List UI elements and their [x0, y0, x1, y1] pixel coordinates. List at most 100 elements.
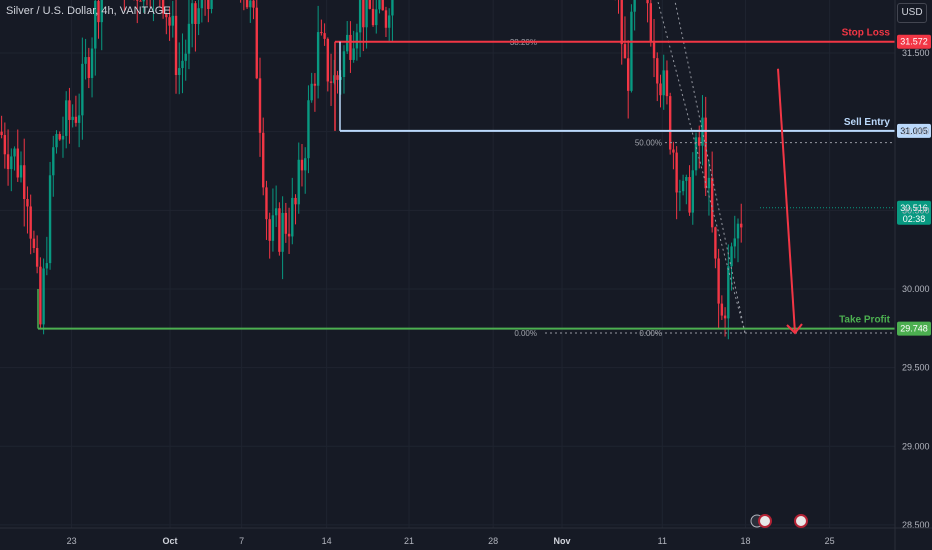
candle-body: [704, 117, 707, 189]
candle-body: [656, 58, 659, 84]
us-flag-icon[interactable]: [794, 514, 808, 528]
candle-body: [262, 132, 265, 188]
candle-body: [265, 187, 268, 220]
candle-body: [368, 0, 372, 9]
x-tick-label: 25: [825, 536, 835, 546]
candle-body: [181, 60, 184, 69]
candle-body: [55, 134, 58, 148]
candle-body: [16, 148, 19, 178]
candle-body: [68, 100, 71, 120]
candle-body: [65, 100, 68, 136]
candle-body: [336, 75, 339, 80]
candle-body: [681, 180, 685, 192]
candle-body: [329, 81, 333, 83]
candle-body: [26, 199, 29, 207]
fib-trend-line: [657, 0, 746, 334]
candle-body: [87, 57, 91, 78]
candle-body: [84, 57, 87, 64]
y-tick-label: 30.500: [902, 205, 930, 215]
candle-body: [316, 32, 320, 86]
chart-drawings: 100.00%38.20%0.00%100.00%50.00%0.00%Stop…: [37, 0, 931, 338]
candle-body: [171, 15, 174, 26]
candle-body: [659, 83, 662, 96]
candle-body: [268, 219, 271, 241]
chart-title: Silver / U.S. Dollar, 4h, VANTAGE: [6, 5, 171, 17]
candle-body: [346, 34, 349, 52]
price-tag-label: 31.572: [900, 37, 928, 47]
candle-body: [649, 3, 653, 43]
candle-body: [207, 0, 210, 9]
candle-body: [294, 197, 297, 205]
candle-body: [307, 100, 310, 159]
candle-body: [252, 0, 255, 8]
candle-body: [623, 44, 627, 59]
candle-body: [168, 17, 171, 26]
candle-body: [35, 248, 39, 267]
candle-body: [245, 0, 249, 8]
candle-body: [161, 0, 165, 14]
candle-body: [381, 0, 384, 11]
candle-body: [32, 238, 36, 249]
candle-body: [688, 177, 691, 213]
candle-body: [652, 42, 656, 59]
y-tick-label: 30.000: [902, 284, 930, 294]
price-tag: [897, 34, 931, 49]
candle-body: [29, 206, 32, 239]
candle-body: [200, 0, 204, 9]
x-tick-label: 23: [67, 536, 77, 546]
candle-body: [187, 23, 191, 54]
candle-body: [646, 0, 649, 4]
candle-body: [678, 191, 682, 193]
candle-body: [71, 116, 74, 120]
candle-body: [698, 137, 701, 146]
candle-body: [387, 15, 391, 28]
candle-body: [3, 135, 7, 155]
x-tick-label: Oct: [163, 536, 178, 546]
candle-body: [278, 208, 281, 252]
projection-arrow-head: [786, 323, 803, 335]
price-tag: [897, 123, 931, 138]
candle-body: [249, 0, 252, 8]
x-tick-label: 14: [322, 536, 332, 546]
candle-body: [39, 266, 42, 325]
candle-body: [733, 238, 736, 247]
x-tick-label: 11: [658, 536, 667, 546]
x-tick-label: 18: [741, 536, 751, 546]
candle-body: [710, 177, 714, 228]
candle-body: [165, 13, 168, 18]
candle-body: [300, 159, 304, 171]
candle-body: [287, 233, 291, 237]
candle-body: [352, 48, 355, 60]
candle-body: [740, 223, 743, 228]
candle-body: [77, 115, 81, 123]
us-flag-icon[interactable]: [758, 514, 772, 528]
candle-body: [691, 170, 694, 213]
candle-body: [391, 0, 394, 16]
candle-body: [10, 156, 13, 170]
candle-body: [6, 154, 10, 170]
price-tag-label: 31.005: [900, 126, 928, 136]
candle-body: [313, 83, 317, 86]
y-tick-label: 31.000: [902, 127, 930, 137]
fib-level-label: 0.00%: [514, 329, 537, 338]
candle-body: [271, 215, 275, 241]
candle-body: [349, 34, 352, 60]
candle-body: [13, 148, 16, 157]
candle-body: [727, 266, 730, 319]
currency-button[interactable]: USD: [897, 3, 927, 23]
candle-body: [665, 70, 669, 97]
x-tick-label: 28: [488, 536, 498, 546]
candle-body: [194, 3, 197, 24]
candle-body: [281, 212, 284, 252]
y-tick-label: 29.500: [902, 363, 930, 373]
candle-body: [365, 0, 368, 28]
candle-body: [723, 315, 727, 319]
candle-body: [323, 33, 326, 39]
candle-body: [630, 11, 633, 91]
candle-body: [297, 159, 300, 205]
candle-body: [255, 7, 258, 79]
candle-body: [326, 38, 330, 82]
x-tick-label: 7: [239, 536, 244, 546]
price-tag: [897, 321, 931, 336]
